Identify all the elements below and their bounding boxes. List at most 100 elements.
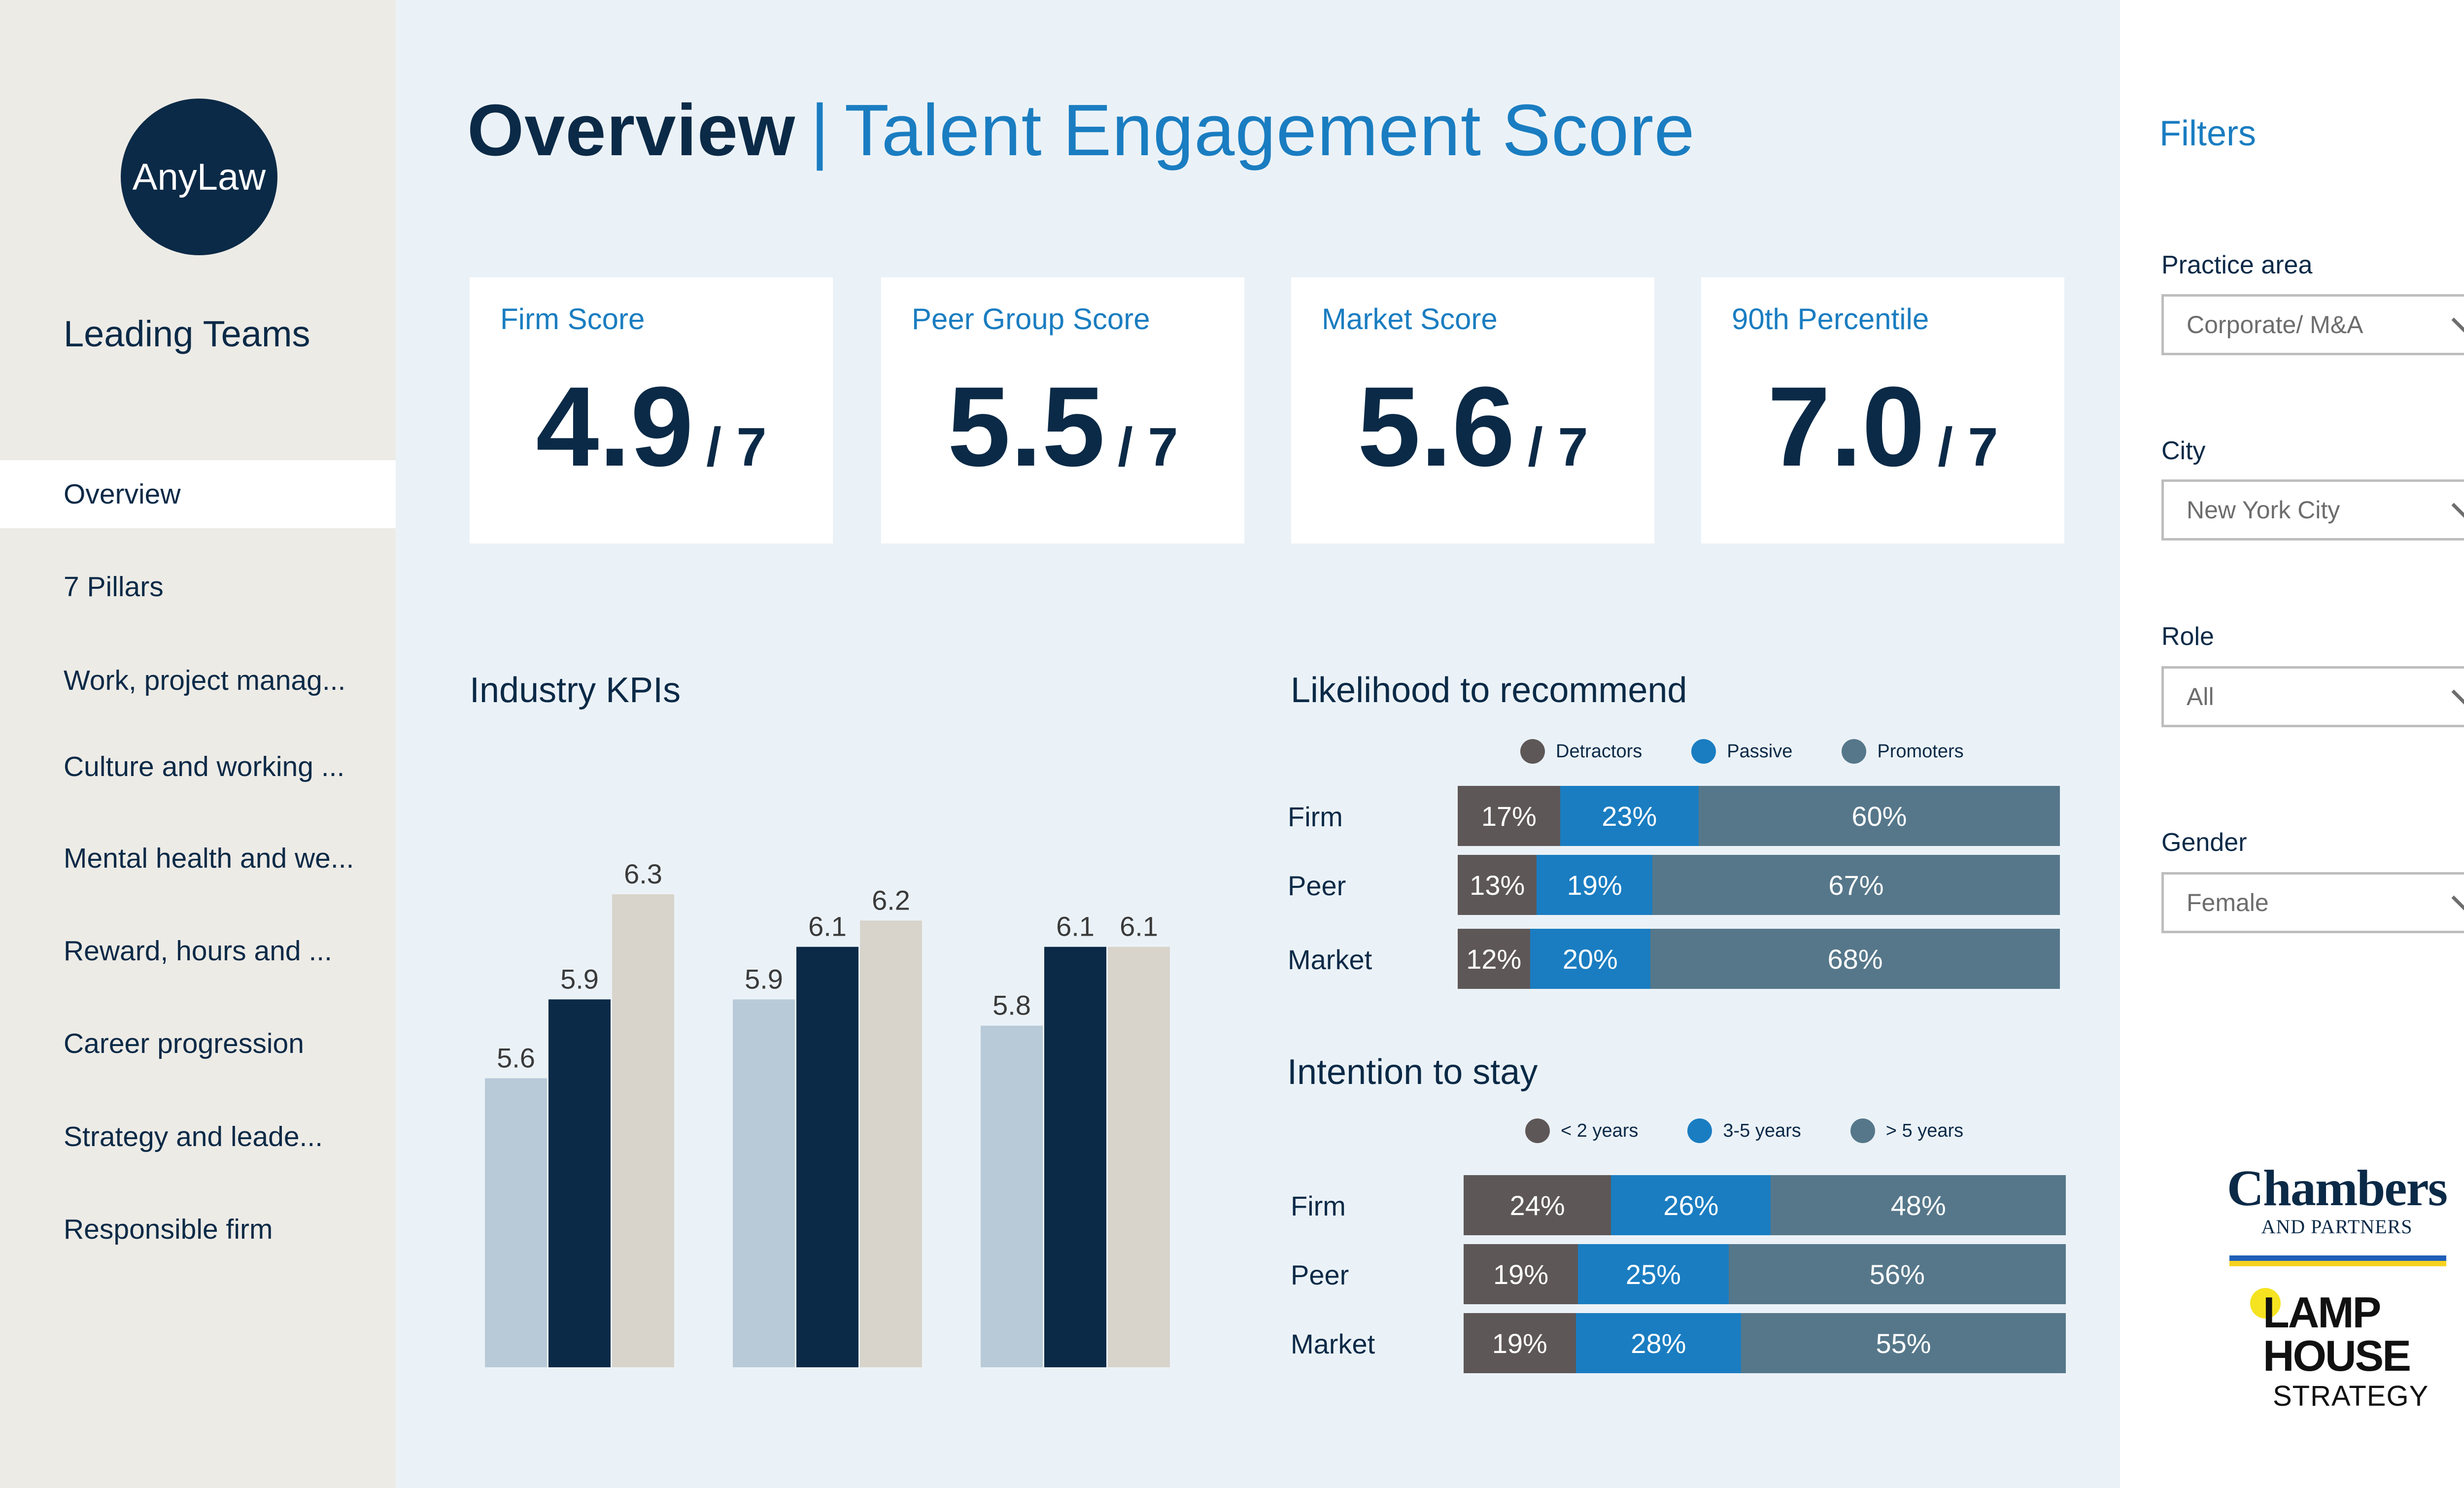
- legend-item: Detractors: [1520, 739, 1642, 764]
- stacked-bar-segment: 23%: [1560, 786, 1699, 846]
- sidebar-item-reward-hours[interactable]: Reward, hours and ...: [0, 917, 396, 985]
- legend-item: Promoters: [1842, 739, 1964, 764]
- filter-label-city: City: [2161, 437, 2206, 465]
- city-select[interactable]: New York City: [2161, 479, 2464, 541]
- score-card-value: 4.9: [536, 363, 694, 490]
- kpi-bar: [612, 894, 674, 1367]
- sidebar-item-work-project-management[interactable]: Work, project manag...: [0, 646, 396, 714]
- legend-dot: [1842, 739, 1867, 764]
- filters-panel: Filters Practice area Corporate/ M&A Cit…: [2120, 0, 2464, 1488]
- sidebar-item-label: 7 Pillars: [64, 571, 164, 603]
- stacked-bar-segment: 17%: [1458, 786, 1560, 846]
- score-card-denominator: / 7: [1938, 417, 1998, 477]
- sidebar-item-culture[interactable]: Culture and working ...: [0, 733, 396, 801]
- sidebar-item-label: Culture and working ...: [64, 751, 345, 782]
- sidebar-item-mental-health[interactable]: Mental health and we...: [0, 824, 396, 892]
- score-card-value: 5.6: [1357, 363, 1515, 490]
- industry-kpis-title: Industry KPIs: [470, 671, 681, 710]
- score-card-denominator: / 7: [1118, 417, 1178, 477]
- legend-dot: [1691, 739, 1716, 764]
- stacked-bar-segment: 19%: [1464, 1244, 1578, 1304]
- sidebar-item-overview[interactable]: Overview: [0, 460, 396, 528]
- gender-select[interactable]: Female: [2161, 872, 2464, 933]
- stack-row-label: Market: [1288, 944, 1372, 975]
- stacked-bar-segment: 60%: [1698, 786, 2060, 846]
- score-card-market: Market Score 5.6 / 7: [1291, 277, 1654, 543]
- sidebar-item-responsible-firm[interactable]: Responsible firm: [0, 1195, 396, 1263]
- score-card-value-row: 7.0 / 7: [1701, 361, 2064, 492]
- legend-dot: [1850, 1118, 1875, 1143]
- legend-label: Passive: [1727, 741, 1793, 762]
- stacked-bar: 19% 28% 55%: [1464, 1313, 2066, 1373]
- stacked-bar-segment: 20%: [1530, 929, 1651, 989]
- stacked-bar-segment: 56%: [1728, 1244, 2066, 1304]
- select-value: All: [2187, 683, 2214, 710]
- chambers-logo-sub: AND PARTNERS: [2261, 1216, 2413, 1238]
- chevron-down-icon: [2451, 317, 2464, 333]
- stacked-bar-segment: 19%: [1464, 1313, 1576, 1373]
- legend-dot: [1525, 1118, 1550, 1143]
- chevron-down-icon: [2451, 503, 2464, 518]
- logo-text: AnyLaw: [132, 156, 266, 198]
- select-value: Female: [2187, 889, 2269, 916]
- select-value: New York City: [2187, 496, 2340, 524]
- stacked-bar-segment: 26%: [1611, 1175, 1771, 1235]
- ukraine-flag-stripe: [2229, 1255, 2446, 1266]
- kpi-bar-value-label: 6.3: [624, 858, 662, 889]
- likelihood-legend: Detractors Passive Promoters: [1520, 739, 2013, 764]
- score-card-value-row: 4.9 / 7: [470, 361, 833, 492]
- anylaw-logo[interactable]: AnyLaw: [121, 99, 277, 255]
- intention-stay-title: Intention to stay: [1287, 1052, 1538, 1092]
- score-card-denominator: / 7: [1528, 417, 1588, 477]
- stacked-bar-segment: 24%: [1464, 1175, 1611, 1235]
- chambers-and-partners-logo: Chambers AND PARTNERS: [2224, 1163, 2450, 1238]
- kpi-bar: [1108, 947, 1170, 1367]
- kpi-bar: [485, 1078, 547, 1367]
- kpi-bar-value-label: 5.6: [497, 1042, 535, 1073]
- legend-label: 3-5 years: [1723, 1120, 1801, 1141]
- kpi-bar-value-label: 6.1: [808, 911, 847, 942]
- score-card-firm: Firm Score 4.9 / 7: [470, 277, 833, 543]
- legend-label: Promoters: [1877, 741, 1964, 762]
- sidebar-item-label: Strategy and leade...: [64, 1121, 323, 1152]
- kpi-bar-value-label: 5.9: [745, 963, 783, 994]
- stacked-bar-segment: 25%: [1578, 1244, 1729, 1304]
- stack-row-label: Peer: [1291, 1259, 1349, 1290]
- page-title: Overview | Talent Engagement Score: [467, 89, 1695, 172]
- kpi-bar-value-label: 5.8: [992, 990, 1031, 1021]
- stacked-bar-segment: 55%: [1741, 1313, 2066, 1373]
- sidebar-item-7-pillars[interactable]: 7 Pillars: [0, 553, 396, 621]
- sidebar-item-career-progression[interactable]: Career progression: [0, 1010, 396, 1078]
- sidebar-item-strategy-leadership[interactable]: Strategy and leade...: [0, 1103, 396, 1171]
- score-card-denominator: / 7: [706, 417, 767, 477]
- chevron-down-icon: [2451, 895, 2464, 911]
- legend-item: > 5 years: [1850, 1118, 1963, 1143]
- legend-label: Detractors: [1556, 741, 1643, 762]
- legend-item: < 2 years: [1525, 1118, 1638, 1143]
- sidebar-item-label: Career progression: [64, 1028, 304, 1059]
- kpi-bar-value-label: 6.1: [1120, 911, 1158, 942]
- score-card-peer-group: Peer Group Score 5.5 / 7: [881, 277, 1244, 543]
- legend-label: > 5 years: [1885, 1120, 1964, 1141]
- lamp-logo-sub: STRATEGY: [2273, 1380, 2429, 1412]
- score-card-90th-percentile: 90th Percentile 7.0 / 7: [1701, 277, 2064, 543]
- role-select[interactable]: All: [2161, 666, 2464, 727]
- kpi-bar: [860, 920, 922, 1367]
- sidebar: AnyLaw Leading Teams Overview 7 Pillars …: [0, 0, 396, 1488]
- stacked-bar: 13% 19% 67%: [1458, 855, 2060, 915]
- stack-row-label: Market: [1291, 1328, 1375, 1359]
- chevron-down-icon: [2451, 689, 2464, 705]
- kpi-bar: [981, 1025, 1043, 1367]
- stacked-bar-segment: 28%: [1575, 1313, 1742, 1373]
- filter-label-role: Role: [2161, 622, 2214, 651]
- sidebar-item-label: Reward, hours and ...: [64, 935, 332, 967]
- score-card-value-row: 5.5 / 7: [881, 361, 1244, 492]
- score-card-value: 7.0: [1767, 363, 1925, 490]
- stacked-bar-segment: 48%: [1771, 1175, 2066, 1235]
- practice-area-select[interactable]: Corporate/ M&A: [2161, 294, 2464, 355]
- sidebar-item-label: Work, project manag...: [64, 665, 346, 696]
- sidebar-item-label: Responsible firm: [64, 1214, 273, 1245]
- stacked-bar-segment: 19%: [1537, 855, 1652, 915]
- score-card-label: Firm Score: [500, 303, 645, 336]
- stacked-bar: 24% 26% 48%: [1464, 1175, 2066, 1235]
